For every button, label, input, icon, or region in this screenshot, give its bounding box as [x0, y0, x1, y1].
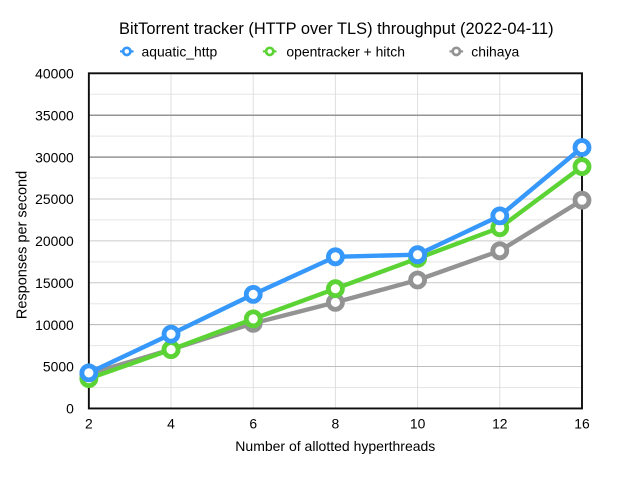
svg-text:16: 16	[574, 415, 590, 431]
svg-text:10000: 10000	[35, 317, 74, 333]
svg-text:aquatic_http: aquatic_http	[142, 44, 218, 60]
svg-text:25000: 25000	[35, 191, 74, 207]
svg-text:10: 10	[410, 415, 426, 431]
svg-text:30000: 30000	[35, 149, 74, 165]
svg-text:BitTorrent tracker (HTTP over: BitTorrent tracker (HTTP over TLS) throu…	[119, 20, 554, 38]
svg-text:opentracker + hitch: opentracker + hitch	[286, 44, 405, 60]
svg-text:20000: 20000	[35, 233, 74, 249]
svg-text:8: 8	[332, 415, 340, 431]
svg-text:15000: 15000	[35, 275, 74, 291]
svg-text:35000: 35000	[35, 107, 74, 123]
svg-text:chihaya: chihaya	[471, 44, 519, 60]
svg-text:Number of allotted hyperthread: Number of allotted hyperthreads	[235, 438, 435, 454]
svg-text:4: 4	[167, 415, 175, 431]
svg-text:12: 12	[492, 415, 508, 431]
svg-text:0: 0	[66, 401, 74, 417]
svg-text:2: 2	[85, 415, 93, 431]
svg-text:40000: 40000	[35, 66, 74, 82]
svg-text:5000: 5000	[43, 359, 74, 375]
svg-text:6: 6	[249, 415, 257, 431]
svg-text:Responses per second: Responses per second	[15, 171, 31, 319]
